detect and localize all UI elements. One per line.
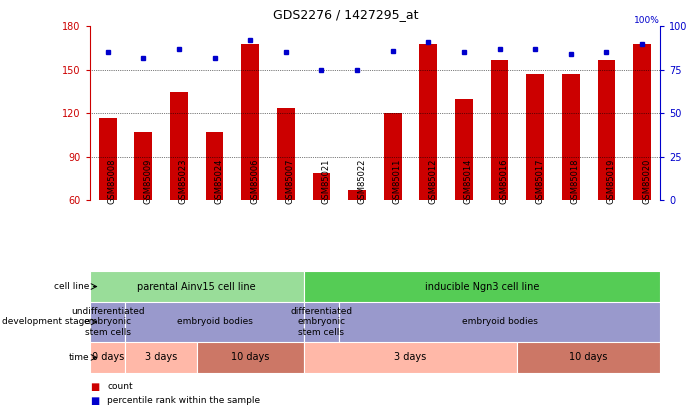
Bar (303, 302, 339, 342)
Text: GSM85009: GSM85009 (143, 159, 152, 204)
Text: GSM85012: GSM85012 (428, 159, 437, 204)
Bar (90, 342, 126, 373)
Bar (126, 342, 197, 373)
Text: GSM85021: GSM85021 (321, 159, 330, 204)
Bar (197, 342, 303, 373)
Bar (206, 132, 223, 200)
Text: GSM85020: GSM85020 (642, 159, 651, 204)
Text: 100%: 100% (634, 15, 660, 25)
Text: GSM85011: GSM85011 (392, 159, 401, 204)
Bar (527, 74, 544, 200)
Bar (491, 60, 509, 200)
Text: GSM85014: GSM85014 (464, 159, 473, 204)
Bar (339, 302, 660, 342)
Bar (562, 74, 580, 200)
Text: 0 days: 0 days (91, 352, 124, 362)
Text: GSM85016: GSM85016 (500, 158, 509, 204)
Bar (277, 108, 294, 200)
Text: GSM85017: GSM85017 (536, 158, 545, 204)
Text: GSM85018: GSM85018 (571, 158, 580, 204)
Text: parental Ainv15 cell line: parental Ainv15 cell line (138, 281, 256, 292)
Text: differentiated
embryonic
stem cells: differentiated embryonic stem cells (290, 307, 352, 337)
Text: embryoid bodies: embryoid bodies (462, 318, 538, 326)
Bar (348, 190, 366, 200)
Text: time: time (69, 353, 90, 362)
Text: GSM85023: GSM85023 (179, 158, 188, 204)
Bar (90, 271, 303, 302)
Text: ■: ■ (90, 396, 99, 405)
Bar (633, 44, 651, 200)
Bar (170, 92, 188, 200)
Bar (598, 60, 616, 200)
Bar (312, 173, 330, 200)
Bar (419, 44, 437, 200)
Text: GSM85022: GSM85022 (357, 159, 366, 204)
Text: embryoid bodies: embryoid bodies (177, 318, 252, 326)
Bar (455, 99, 473, 200)
Text: inducible Ngn3 cell line: inducible Ngn3 cell line (424, 281, 539, 292)
Bar (384, 113, 401, 200)
Text: GSM85006: GSM85006 (250, 158, 259, 204)
Bar (134, 132, 152, 200)
Text: 3 days: 3 days (395, 352, 426, 362)
Text: GSM85024: GSM85024 (214, 159, 223, 204)
Bar (126, 302, 303, 342)
Bar (518, 342, 660, 373)
Text: GSM85007: GSM85007 (286, 158, 295, 204)
Text: count: count (107, 382, 133, 391)
Text: 3 days: 3 days (145, 352, 177, 362)
Bar (303, 271, 660, 302)
Text: ■: ■ (90, 382, 99, 392)
Text: GSM85008: GSM85008 (108, 158, 117, 204)
Text: undifferentiated
embryonic
stem cells: undifferentiated embryonic stem cells (71, 307, 144, 337)
Text: 10 days: 10 days (569, 352, 608, 362)
Text: 10 days: 10 days (231, 352, 269, 362)
Bar (99, 118, 117, 200)
Text: cell line: cell line (55, 282, 90, 291)
Text: GDS2276 / 1427295_at: GDS2276 / 1427295_at (273, 8, 418, 21)
Text: GSM85019: GSM85019 (607, 159, 616, 204)
Bar (303, 342, 518, 373)
Text: percentile rank within the sample: percentile rank within the sample (107, 396, 261, 405)
Text: development stage: development stage (2, 318, 90, 326)
Bar (90, 302, 126, 342)
Bar (241, 44, 259, 200)
